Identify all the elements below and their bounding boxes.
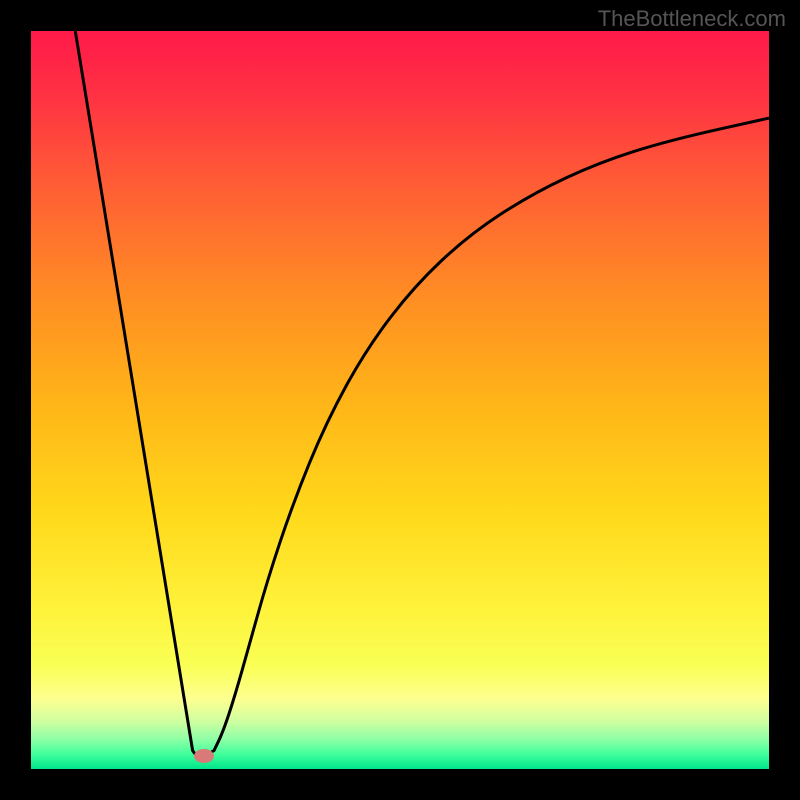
- watermark-text: TheBottleneck.com: [598, 6, 786, 32]
- chart-plot-area: [31, 31, 769, 769]
- chart-curve: [31, 31, 769, 769]
- bottleneck-marker: [194, 749, 214, 763]
